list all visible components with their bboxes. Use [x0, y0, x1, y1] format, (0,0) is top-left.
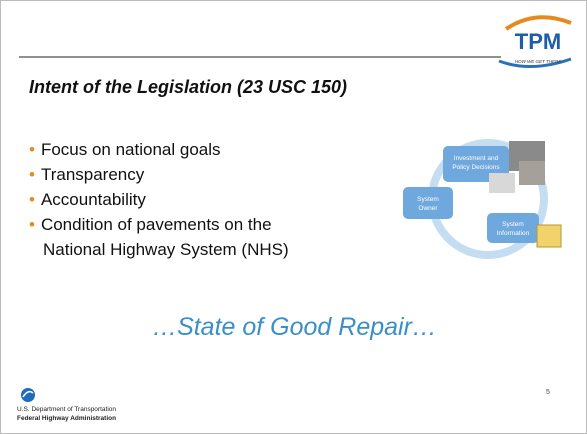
node-label: Owner	[418, 205, 438, 212]
bullet-dot: •	[29, 215, 35, 234]
bullet-dot: •	[29, 165, 35, 184]
slide: TPM HOW WE GET THERE Investment and Poli…	[0, 0, 587, 434]
icon	[537, 225, 561, 247]
bullet-text: Focus on national goals	[41, 140, 221, 159]
photo	[519, 161, 545, 185]
bullet-dot: •	[29, 140, 35, 159]
photo	[489, 173, 515, 193]
bullet: • Transparency	[29, 162, 289, 187]
node-label: Investment and	[454, 155, 499, 162]
page-number: 5	[546, 389, 550, 396]
tagline: …State of Good Repair…	[1, 313, 587, 342]
node-box	[403, 187, 453, 219]
bullet-dot: •	[29, 190, 35, 209]
bullet: • Accountability	[29, 187, 289, 212]
bullet-text: Accountability	[41, 190, 146, 209]
dot-logo	[21, 388, 35, 402]
slide-title: Intent of the Legislation (23 USC 150)	[29, 77, 347, 98]
bullet: • Condition of pavements on the National H…	[29, 212, 289, 262]
bullet-text: National Highway System (NHS)	[29, 237, 289, 262]
bullet-text: Condition of pavements on the	[41, 215, 272, 234]
node-box	[487, 213, 539, 243]
node-label: Policy Decisions	[452, 164, 500, 171]
logo-text: TPM	[515, 29, 561, 54]
node-label: System	[502, 221, 524, 228]
logo-swoosh	[506, 17, 571, 29]
node-label: Information	[497, 230, 530, 237]
bullet-list: • Focus on national goals • Transparency • Ac…	[29, 137, 289, 262]
agency: U.S. Department of Transportation	[17, 406, 116, 413]
bullet-text: Transparency	[41, 165, 144, 184]
bullet: • Focus on national goals	[29, 137, 289, 162]
logo-tagline: HOW WE GET THERE	[515, 59, 562, 64]
node-label: System	[417, 196, 439, 203]
administration: Federal Highway Administration	[17, 415, 116, 422]
